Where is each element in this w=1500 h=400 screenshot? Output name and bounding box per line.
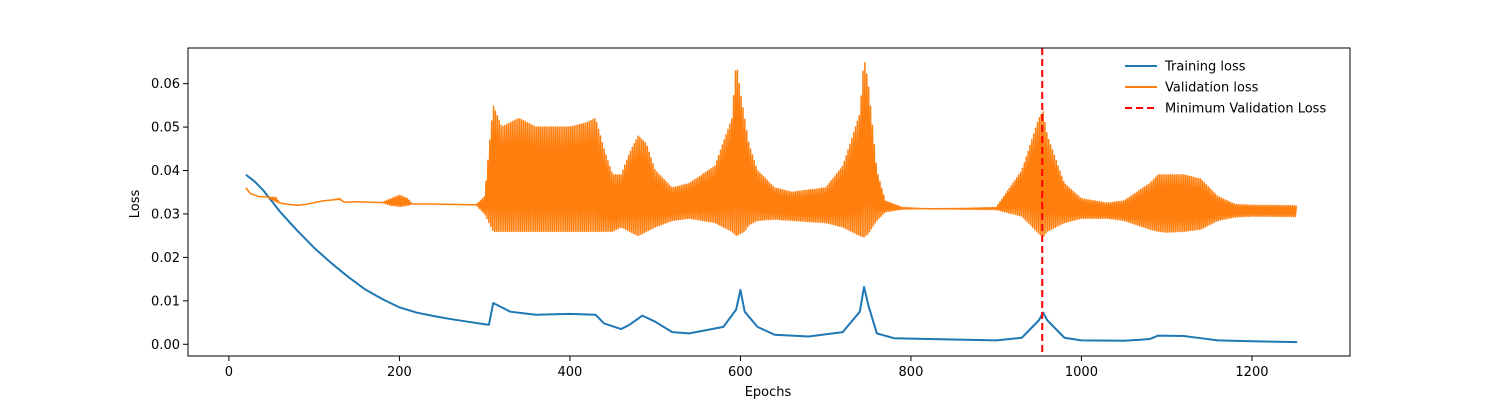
- x-tick-label: 1000: [1065, 365, 1098, 380]
- legend: Training loss Validation loss Minimum Vali…: [1125, 60, 1326, 117]
- y-tick-label: 0.05: [151, 121, 180, 136]
- x-tick-label: 600: [728, 365, 753, 380]
- x-tick-label: 200: [387, 365, 412, 380]
- legend-label: Validation loss: [1165, 81, 1259, 96]
- plot-frame: [187, 47, 1351, 357]
- y-tick-label: 0.04: [151, 164, 180, 179]
- y-tick-label: 0.03: [151, 207, 180, 222]
- x-tick-label: 0: [225, 365, 233, 380]
- y-tick-label: 0.06: [151, 77, 180, 92]
- training-loss-line: [245, 174, 1298, 344]
- legend-label: Minimum Validation Loss: [1165, 102, 1326, 117]
- y-axis-label: Loss: [128, 190, 143, 219]
- x-axis-label: Epochs: [745, 385, 792, 400]
- x-tick-label: 400: [558, 365, 583, 380]
- legend-label: Training loss: [1164, 60, 1246, 75]
- x-tick-label: 1200: [1235, 365, 1268, 380]
- validation-loss-line: [245, 62, 1298, 238]
- axes: 0 200 400 600 800 1000 1200 0.00 0.01 0.02 0.03 0.0…: [151, 47, 1351, 380]
- y-tick-label: 0.01: [151, 294, 180, 309]
- plot-area: [245, 48, 1298, 356]
- y-tick-label: 0.02: [151, 251, 180, 266]
- y-tick-label: 0.00: [151, 338, 180, 353]
- x-tick-label: 800: [899, 365, 924, 380]
- series-group: [245, 48, 1298, 356]
